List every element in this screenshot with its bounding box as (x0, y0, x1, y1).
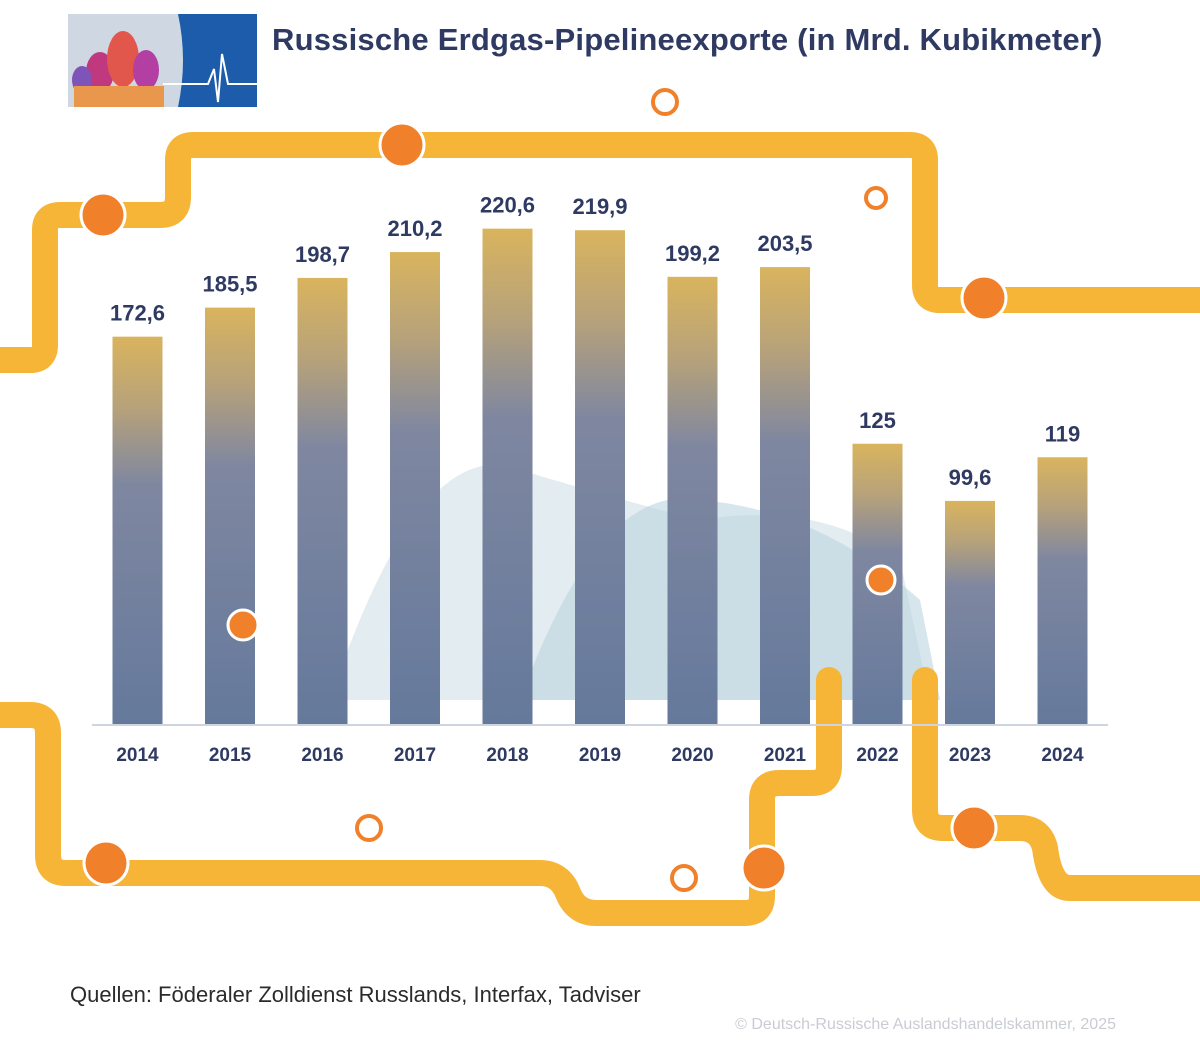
lower-pipeline (0, 667, 1200, 926)
valve-icons (79, 121, 1008, 892)
sources-note: Quellen: Föderaler Zolldienst Russlands,… (70, 982, 641, 1007)
x-tick-label-2019: 2019 (579, 745, 621, 766)
bar-2016 (297, 277, 348, 725)
bar-2020 (667, 276, 718, 725)
chart-title: Russische Erdgas-Pipelineexporte (in Mrd… (272, 22, 1103, 57)
value-label-2017: 210,2 (387, 216, 442, 241)
value-label-2015: 185,5 (202, 272, 257, 297)
bar-2015 (205, 307, 255, 725)
x-tick-label-2015: 2015 (209, 745, 252, 766)
copyright-note: © Deutsch-Russische Auslandshandelskamme… (735, 1016, 1116, 1033)
bars-group (112, 228, 1088, 726)
bar-2023 (945, 500, 995, 725)
x-tick-label-2022: 2022 (856, 745, 898, 766)
chamber-logo (68, 14, 257, 107)
value-label-2022: 125 (859, 408, 896, 433)
value-label-2019: 219,9 (572, 194, 627, 219)
value-label-2014: 172,6 (110, 301, 165, 326)
value-label-2021: 203,5 (757, 231, 812, 256)
value-label-2018: 220,6 (480, 193, 535, 218)
value-label-2016: 198,7 (295, 242, 350, 267)
x-tick-label-2023: 2023 (949, 745, 991, 766)
value-labels-group: 172,6 185,5 198,7 210,2 220,6 219,9 199,2 203,5… (110, 193, 1080, 490)
value-label-2024: 119 (1045, 421, 1081, 446)
x-tick-label-2018: 2018 (486, 745, 528, 766)
bar-2014 (112, 336, 163, 725)
x-tick-label-2021: 2021 (764, 745, 807, 766)
x-tick-label-2017: 2017 (394, 745, 436, 766)
value-label-2020: 199,2 (665, 241, 720, 266)
x-tick-label-2020: 2020 (671, 745, 713, 766)
bar-2017 (390, 252, 440, 726)
bar-2019 (575, 230, 625, 725)
bar-2021 (760, 267, 810, 725)
gauge-icons (355, 88, 888, 892)
x-tick-labels-group: 2014 2015 2016 2017 2018 2019 2020 2021 2022 2023… (116, 745, 1084, 766)
bar-2018 (482, 228, 533, 725)
x-tick-label-2014: 2014 (116, 745, 159, 766)
x-tick-label-2016: 2016 (301, 745, 343, 766)
value-label-2023: 99,6 (949, 465, 992, 490)
x-tick-label-2024: 2024 (1041, 745, 1084, 766)
upper-pipeline (0, 132, 1200, 373)
bar-2024 (1037, 457, 1088, 725)
